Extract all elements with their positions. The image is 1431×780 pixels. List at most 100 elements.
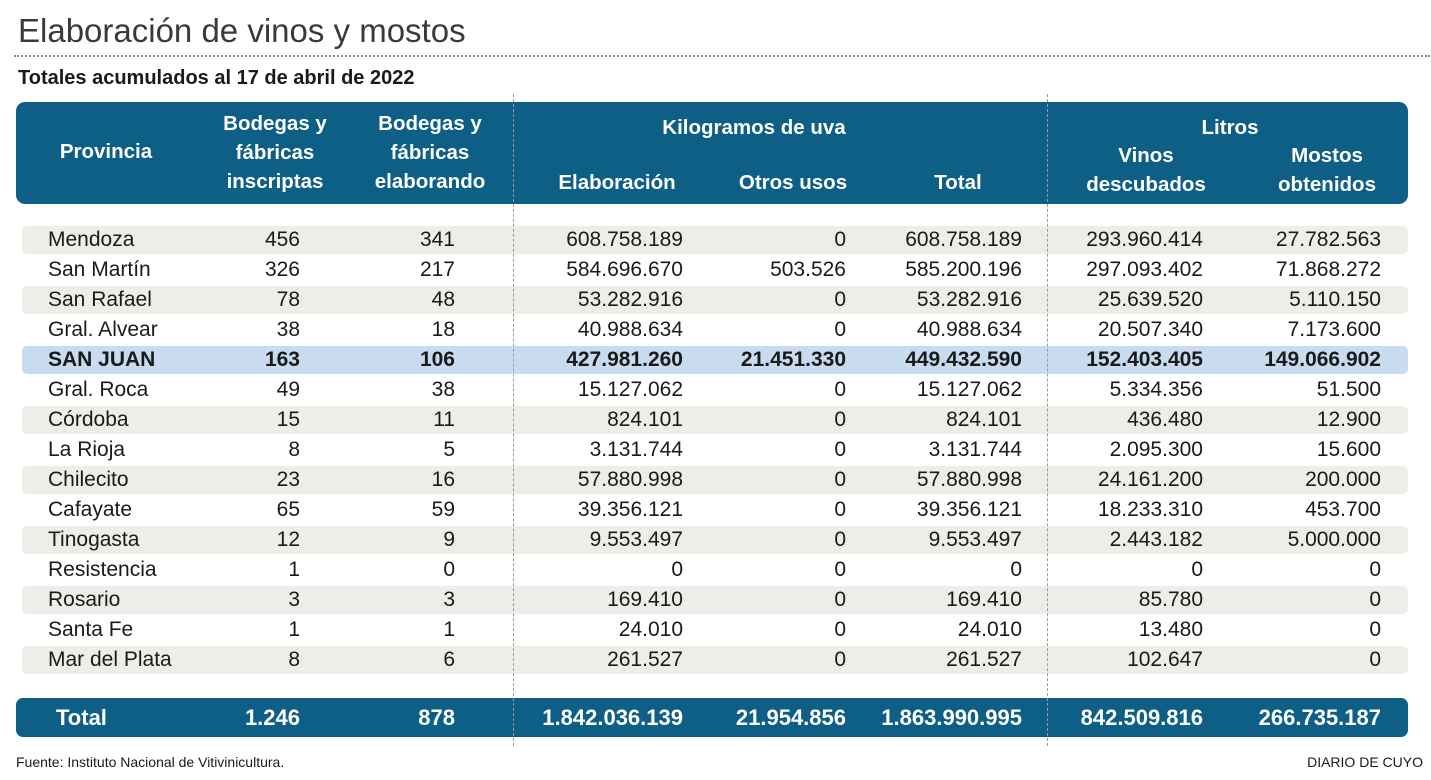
cell-inscriptas: 38 bbox=[276, 318, 300, 341]
page-title: Elaboración de vinos y mostos bbox=[18, 12, 466, 49]
table-row: Mar del Plata 8 6 261.527 0 261.527 102.647 0 bbox=[22, 646, 1408, 674]
cell-otros-usos: 21.451.330 bbox=[740, 348, 846, 371]
cell-provincia: Gral. Alvear bbox=[48, 318, 158, 341]
cell-total-kg: 39.356.121 bbox=[916, 498, 1022, 521]
cell-mostos: 5.000.000 bbox=[1287, 528, 1381, 551]
cell-mostos: 200.000 bbox=[1305, 468, 1381, 491]
cell-vinos: 152.403.405 bbox=[1086, 348, 1203, 371]
cell-inscriptas: 8 bbox=[288, 438, 300, 461]
column-divider bbox=[513, 94, 514, 746]
cell-mostos: 0 bbox=[1369, 648, 1381, 671]
header-line: descubados bbox=[1086, 173, 1206, 196]
cell-vinos: 85.780 bbox=[1138, 588, 1203, 611]
cell-inscriptas: 78 bbox=[276, 288, 300, 311]
table-header: Provincia Bodegas y fábricas inscriptas … bbox=[16, 102, 1408, 204]
table-row: Chilecito 23 16 57.880.998 0 57.880.998 24.161… bbox=[22, 466, 1408, 494]
table-row: San Rafael 78 48 53.282.916 0 53.282.916 25.63… bbox=[22, 286, 1408, 314]
cell-vinos: 297.093.402 bbox=[1086, 258, 1203, 281]
cell-inscriptas: 456 bbox=[264, 228, 300, 251]
cell-otros-usos: 0 bbox=[834, 408, 846, 431]
table-row: Mendoza 456 341 608.758.189 0 608.758.189 293.… bbox=[22, 226, 1408, 254]
cell-mostos: 27.782.563 bbox=[1275, 228, 1381, 251]
table-row: Córdoba 15 11 824.101 0 824.101 436.480 12.900 bbox=[22, 406, 1408, 434]
table-row: Cafayate 65 59 39.356.121 0 39.356.121 18.233.… bbox=[22, 496, 1408, 524]
header-line: Bodegas y bbox=[223, 112, 327, 135]
cell-provincia: San Rafael bbox=[48, 288, 152, 311]
cell-inscriptas: 163 bbox=[264, 348, 300, 371]
cell-mostos: 51.500 bbox=[1316, 378, 1381, 401]
cell-vinos: 18.233.310 bbox=[1097, 498, 1203, 521]
cell-otros-usos: 0 bbox=[834, 648, 846, 671]
cell-otros-usos: 21.954.856 bbox=[735, 705, 846, 730]
cell-inscriptas: 1 bbox=[288, 618, 300, 641]
cell-elaboracion: 608.758.189 bbox=[566, 228, 683, 251]
cell-elaborando: 1 bbox=[443, 618, 455, 641]
header-provincia: Provincia bbox=[59, 140, 153, 163]
cell-total-kg: 15.127.062 bbox=[916, 378, 1022, 401]
cell-vinos: 842.509.816 bbox=[1080, 705, 1203, 730]
cell-total-kg: 608.758.189 bbox=[905, 228, 1022, 251]
cell-inscriptas: 23 bbox=[276, 468, 300, 491]
cell-mostos: 266.735.187 bbox=[1258, 705, 1381, 730]
cell-vinos: 5.334.356 bbox=[1109, 378, 1203, 401]
cell-elaborando: 878 bbox=[418, 705, 455, 730]
header-line: Vinos bbox=[1118, 144, 1174, 167]
table-row: Gral. Roca 49 38 15.127.062 0 15.127.062 5.334… bbox=[22, 376, 1408, 404]
cell-total-kg: 449.432.590 bbox=[905, 348, 1022, 371]
cell-total-kg: 0 bbox=[1010, 558, 1022, 581]
cell-total-kg: 3.131.744 bbox=[928, 438, 1022, 461]
cell-inscriptas: 326 bbox=[264, 258, 300, 281]
cell-vinos: 20.507.340 bbox=[1097, 318, 1203, 341]
cell-elaborando: 6 bbox=[443, 648, 455, 671]
cell-otros-usos: 0 bbox=[834, 318, 846, 341]
cell-total-kg: 169.410 bbox=[946, 588, 1022, 611]
header-line: fábricas bbox=[390, 141, 470, 164]
header-elaboracion: Elaboración bbox=[558, 171, 676, 194]
cell-vinos: 2.443.182 bbox=[1109, 528, 1203, 551]
cell-inscriptas: 1.246 bbox=[244, 705, 300, 730]
cell-total-kg: 261.527 bbox=[946, 648, 1022, 671]
cell-elaboracion: 9.553.497 bbox=[589, 528, 683, 551]
header-inscriptas: Bodegas y fábricas inscriptas bbox=[223, 109, 327, 196]
cell-provincia: Tinogasta bbox=[48, 528, 140, 551]
cell-otros-usos: 0 bbox=[834, 618, 846, 641]
header-kilogramos-group: Kilogramos de uva bbox=[662, 116, 846, 139]
cell-total-kg: 1.863.990.995 bbox=[881, 705, 1022, 730]
cell-elaborando: 9 bbox=[443, 528, 455, 551]
source-note: Fuente: Instituto Nacional de Vitivinicu… bbox=[16, 754, 285, 770]
cell-otros-usos: 503.526 bbox=[770, 258, 846, 281]
cell-provincia: Rosario bbox=[48, 588, 121, 611]
cell-provincia: Resistencia bbox=[48, 558, 157, 581]
cell-inscriptas: 12 bbox=[276, 528, 300, 551]
cell-inscriptas: 15 bbox=[276, 408, 300, 431]
cell-mostos: 0 bbox=[1369, 618, 1381, 641]
cell-total-kg: 40.988.634 bbox=[916, 318, 1022, 341]
cell-otros-usos: 0 bbox=[834, 498, 846, 521]
cell-otros-usos: 0 bbox=[834, 468, 846, 491]
cell-vinos: 2.095.300 bbox=[1109, 438, 1203, 461]
cell-provincia: Gral. Roca bbox=[48, 378, 149, 401]
cell-mostos: 0 bbox=[1369, 588, 1381, 611]
header-line: inscriptas bbox=[226, 170, 324, 193]
cell-vinos: 102.647 bbox=[1127, 648, 1203, 671]
cell-total-kg: 24.010 bbox=[957, 618, 1022, 641]
cell-elaboracion: 15.127.062 bbox=[577, 378, 683, 401]
cell-otros-usos: 0 bbox=[834, 528, 846, 551]
cell-provincia: Cafayate bbox=[48, 498, 133, 521]
header-line: Bodegas y bbox=[378, 112, 482, 135]
cell-elaborando: 11 bbox=[433, 408, 455, 431]
cell-elaborando: 16 bbox=[431, 468, 455, 491]
cell-elaborando: 38 bbox=[431, 378, 455, 401]
cell-vinos: 436.480 bbox=[1127, 408, 1203, 431]
header-line: fábricas bbox=[235, 141, 315, 164]
cell-provincia: Mar del Plata bbox=[48, 648, 172, 671]
cell-provincia: Mendoza bbox=[48, 228, 135, 251]
cell-total-kg: 53.282.916 bbox=[916, 288, 1022, 311]
cell-elaborando: 3 bbox=[443, 588, 455, 611]
cell-elaboracion: 40.988.634 bbox=[577, 318, 683, 341]
header-line: Mostos bbox=[1291, 144, 1363, 167]
header-elaborando: Bodegas y fábricas elaborando bbox=[375, 109, 486, 196]
cell-provincia: Santa Fe bbox=[48, 618, 134, 641]
cell-provincia: Total bbox=[56, 705, 107, 730]
title-divider bbox=[14, 55, 1430, 57]
